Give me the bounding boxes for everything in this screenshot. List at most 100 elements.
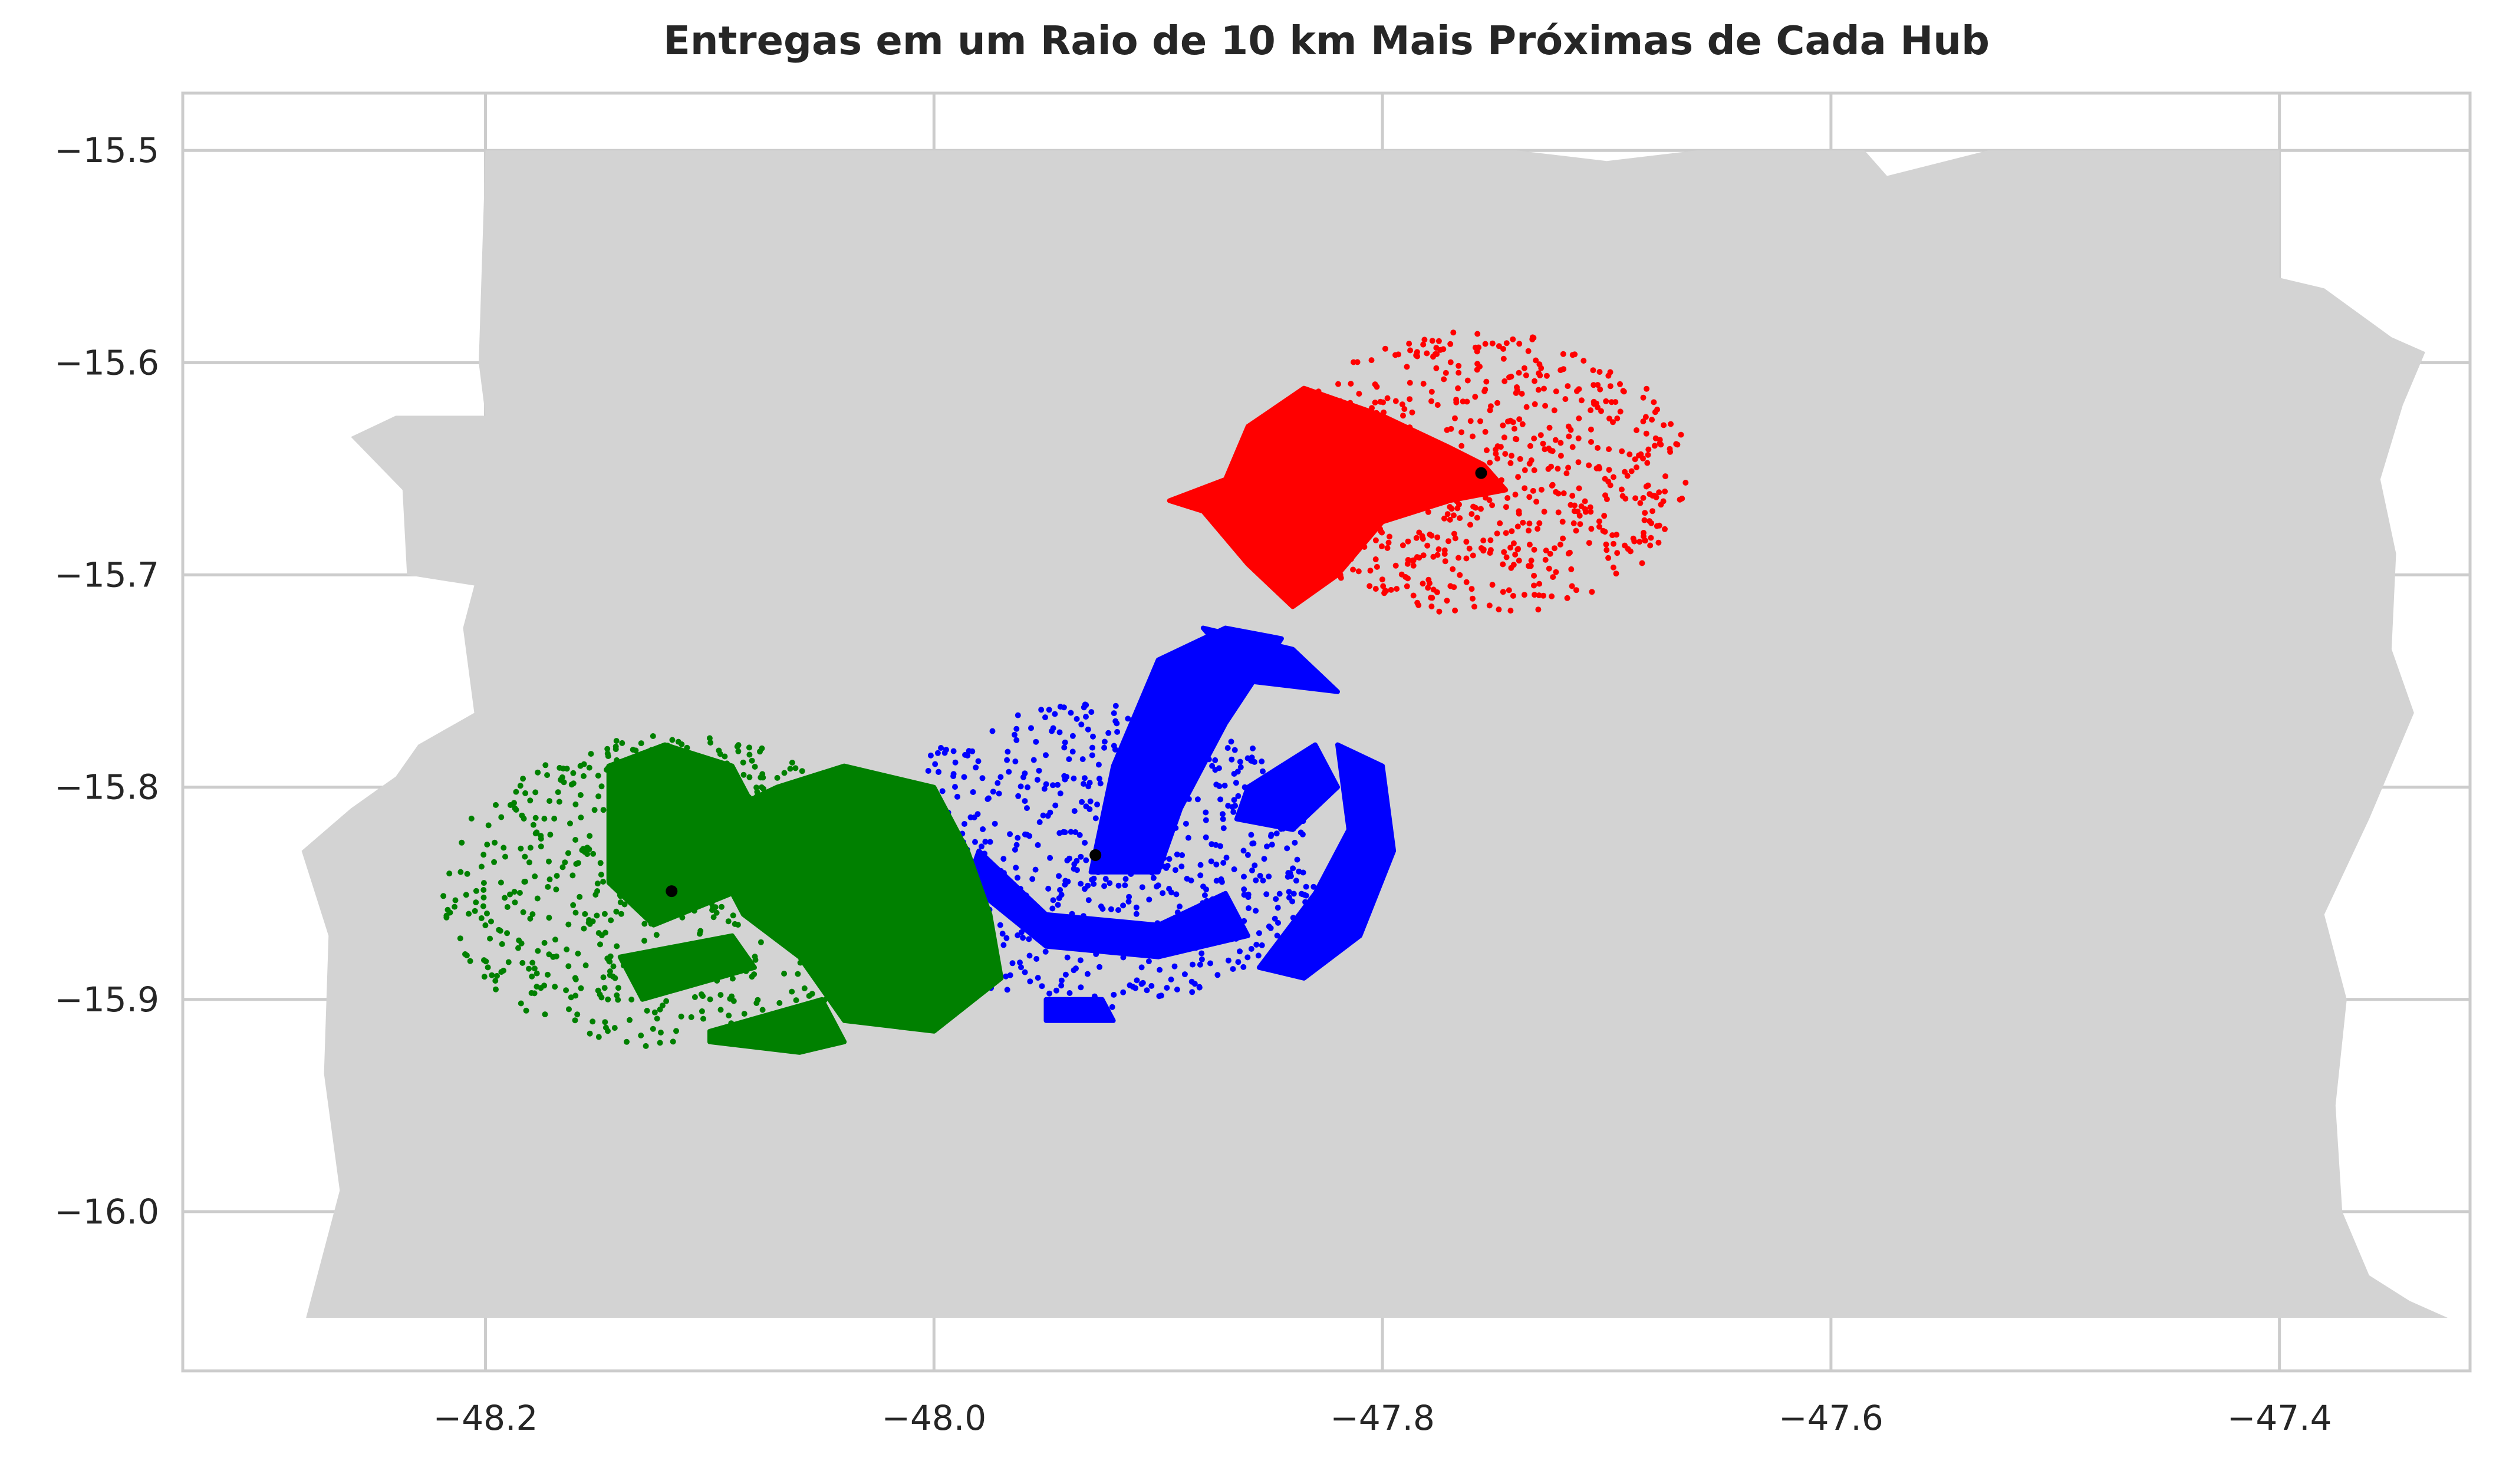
delivery-point — [1022, 770, 1028, 777]
delivery-point — [528, 990, 535, 996]
delivery-point — [1647, 542, 1654, 549]
delivery-point — [1074, 858, 1080, 864]
delivery-point — [1402, 574, 1409, 580]
delivery-point — [755, 997, 761, 1003]
delivery-point — [997, 774, 1004, 780]
delivery-point — [843, 939, 849, 946]
delivery-point — [1517, 456, 1523, 462]
delivery-point — [464, 870, 470, 877]
delivery-point — [1496, 343, 1502, 349]
delivery-point — [1139, 884, 1145, 891]
delivery-point — [535, 948, 541, 954]
delivery-point — [1532, 592, 1537, 598]
delivery-point — [1249, 840, 1256, 847]
delivery-point — [1489, 582, 1496, 588]
delivery-point — [1378, 528, 1384, 535]
delivery-point — [1231, 866, 1237, 872]
delivery-point — [1393, 497, 1400, 504]
delivery-point — [1503, 554, 1510, 560]
delivery-point — [1120, 954, 1127, 961]
delivery-point — [600, 879, 607, 885]
delivery-point — [1452, 415, 1458, 421]
delivery-point — [1267, 833, 1274, 839]
delivery-point — [724, 760, 730, 767]
delivery-point — [1596, 369, 1603, 375]
delivery-point — [1470, 595, 1476, 602]
delivery-point — [1082, 886, 1088, 892]
delivery-point — [1079, 756, 1086, 763]
delivery-point — [685, 757, 691, 764]
delivery-point — [952, 759, 959, 766]
delivery-point — [1386, 460, 1392, 466]
delivery-point — [559, 864, 566, 870]
delivery-point — [992, 891, 999, 897]
delivery-point — [834, 849, 840, 855]
delivery-point — [1470, 469, 1476, 476]
delivery-point — [1310, 400, 1316, 407]
delivery-point — [1062, 878, 1069, 884]
delivery-point — [478, 863, 485, 870]
delivery-point — [1520, 519, 1526, 526]
delivery-point — [1350, 566, 1356, 573]
delivery-point — [1656, 489, 1662, 496]
delivery-point — [1632, 456, 1638, 463]
delivery-point — [683, 971, 690, 978]
delivery-point — [1287, 476, 1293, 483]
delivery-point — [1197, 862, 1204, 868]
delivery-point — [551, 816, 558, 822]
delivery-point — [775, 883, 781, 889]
delivery-point — [1609, 532, 1616, 539]
delivery-point — [723, 846, 730, 853]
delivery-point — [480, 887, 487, 893]
delivery-point — [643, 1043, 649, 1049]
delivery-point — [1089, 752, 1095, 759]
delivery-point — [670, 1038, 676, 1045]
delivery-point — [577, 893, 583, 900]
delivery-point — [581, 849, 588, 855]
delivery-point — [1516, 558, 1522, 564]
delivery-point — [1095, 761, 1102, 768]
delivery-point — [745, 1035, 750, 1041]
delivery-point — [840, 894, 847, 901]
delivery-point — [1619, 448, 1625, 454]
delivery-point — [973, 764, 979, 771]
delivery-point — [656, 895, 662, 901]
delivery-point — [1022, 798, 1028, 804]
delivery-point — [1542, 446, 1548, 453]
delivery-point — [687, 945, 694, 951]
delivery-point — [643, 868, 649, 875]
delivery-point — [567, 820, 573, 827]
delivery-point — [1162, 948, 1168, 954]
delivery-point — [1303, 883, 1309, 890]
delivery-point — [1487, 537, 1494, 543]
delivery-point — [804, 781, 811, 788]
hub-markers — [666, 467, 1487, 898]
delivery-point — [1299, 539, 1305, 545]
delivery-point — [970, 789, 976, 795]
delivery-point — [1452, 607, 1458, 614]
delivery-point — [861, 971, 868, 977]
delivery-point — [1404, 364, 1410, 370]
delivery-point — [1240, 964, 1247, 970]
delivery-point — [632, 811, 638, 817]
delivery-point — [1379, 576, 1385, 583]
delivery-point — [1154, 920, 1161, 926]
delivery-point — [556, 799, 562, 805]
delivery-point — [1649, 417, 1655, 423]
delivery-point — [691, 994, 698, 1000]
delivery-point — [1237, 948, 1243, 955]
delivery-point — [1196, 984, 1203, 990]
delivery-point — [814, 782, 821, 789]
delivery-point — [1383, 588, 1389, 594]
delivery-point — [1081, 781, 1086, 787]
delivery-point — [1642, 414, 1649, 420]
delivery-point — [572, 1017, 578, 1024]
delivery-point — [1071, 944, 1078, 951]
delivery-point — [682, 750, 689, 757]
delivery-point — [696, 789, 702, 794]
delivery-point — [1335, 445, 1341, 451]
delivery-point — [720, 793, 727, 800]
delivery-point — [1535, 387, 1542, 393]
delivery-point — [776, 919, 782, 926]
delivery-point — [1083, 857, 1089, 863]
